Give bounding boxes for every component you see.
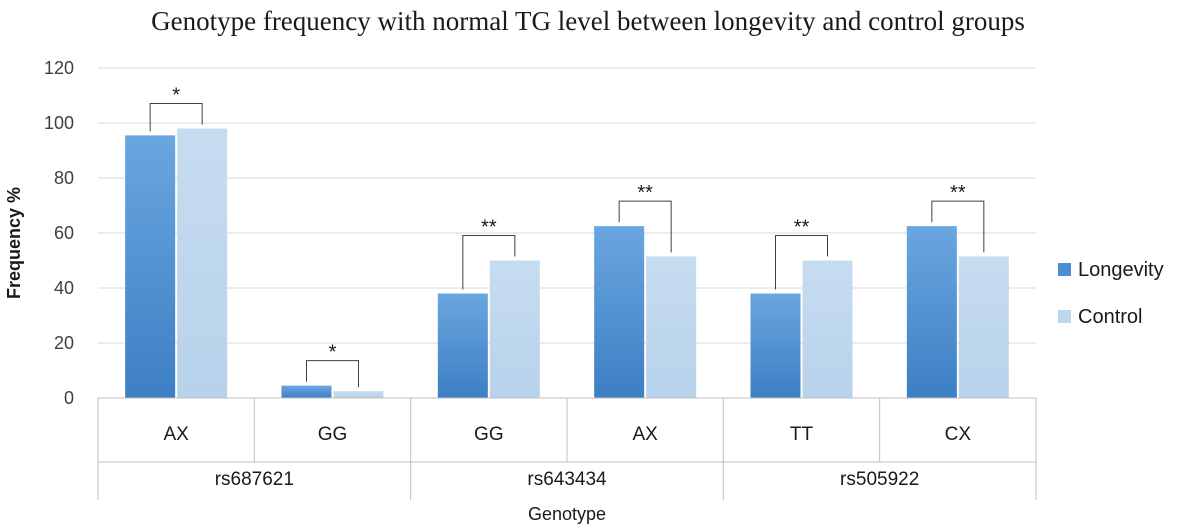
group-label: rs643434 [527, 469, 607, 490]
x-tick-label: AX [632, 424, 658, 445]
y-tick-label: 40 [54, 278, 74, 298]
significance-label: ** [481, 217, 497, 239]
bars [125, 128, 1009, 398]
gridlines [98, 67, 1036, 399]
significance-annotations: ********** [149, 85, 985, 388]
bar-control-ax [177, 128, 228, 398]
bar-control-ax [646, 256, 697, 398]
significance-bracket [306, 360, 359, 388]
y-tick-label: 80 [54, 168, 74, 188]
bar-control-tt [802, 260, 853, 398]
x-tick-label: AX [163, 424, 189, 445]
bar-longevity-gg [437, 293, 488, 398]
y-tick-label: 20 [54, 333, 74, 353]
y-tick-label: 120 [44, 58, 74, 78]
chart-title: Genotype frequency with normal TG level … [151, 6, 1025, 36]
significance-bracket [618, 200, 672, 253]
bar-longevity-gg [281, 385, 332, 398]
bar-longevity-cx [906, 226, 957, 398]
x-tick-label: GG [474, 424, 504, 445]
bar-control-cx [958, 256, 1009, 398]
legend-label-control: Control [1078, 306, 1142, 328]
y-tick-label: 100 [44, 113, 74, 133]
y-tick-label: 0 [64, 388, 74, 408]
significance-bracket [931, 200, 985, 253]
significance-label: ** [637, 182, 653, 204]
y-tick-label: 60 [54, 223, 74, 243]
significance-label: * [329, 342, 337, 364]
bar-longevity-ax [125, 135, 176, 398]
x-tick-label: TT [790, 424, 814, 445]
legend: Longevity Control [1058, 259, 1164, 328]
legend-swatch-longevity [1058, 263, 1071, 276]
significance-bracket [775, 235, 828, 290]
significance-bracket [462, 235, 516, 290]
significance-bracket [149, 103, 203, 132]
legend-label-longevity: Longevity [1078, 259, 1164, 281]
significance-label: ** [794, 217, 810, 239]
bar-control-gg [489, 260, 540, 398]
bar-longevity-tt [750, 293, 801, 398]
x-tick-label: CX [945, 424, 972, 445]
significance-label: * [172, 85, 180, 107]
group-label: rs505922 [840, 469, 919, 490]
x-axis: AX GG GG AX TT CX rs687621 rs643434 rs505922 [97, 397, 1037, 500]
bar-longevity-ax [594, 226, 645, 398]
bar-control-gg [333, 391, 384, 398]
legend-swatch-control [1058, 310, 1071, 323]
group-label: rs687621 [215, 469, 294, 490]
x-tick-label: GG [318, 424, 348, 445]
significance-label: ** [950, 182, 966, 204]
y-axis-ticks: 0 20 40 60 80 100 120 [44, 58, 74, 408]
x-axis-title: Genotype [528, 504, 606, 524]
y-axis-title: Frequency % [4, 187, 24, 299]
